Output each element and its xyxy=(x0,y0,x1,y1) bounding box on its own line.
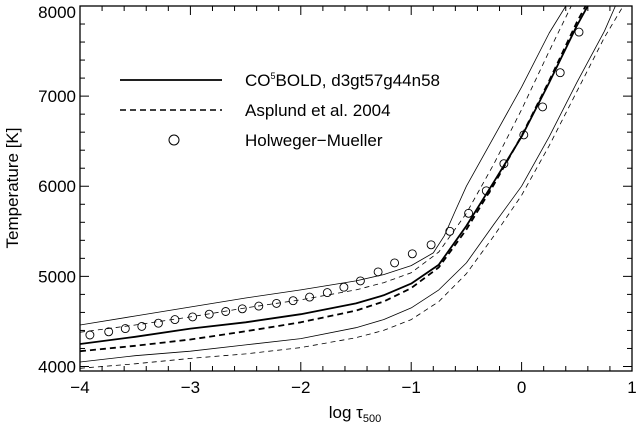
y-axis-title: Temperature [K] xyxy=(3,128,22,249)
data-point xyxy=(322,288,332,298)
x-tick-label: −1 xyxy=(402,378,421,397)
y-tick-label: 8000 xyxy=(38,3,76,22)
x-tick-label: −3 xyxy=(181,378,200,397)
x-tick-label: −4 xyxy=(70,378,89,397)
data-layer xyxy=(80,6,624,369)
series-line-2 xyxy=(80,6,616,363)
data-point xyxy=(373,267,383,277)
x-tick-label: −2 xyxy=(291,378,310,397)
data-point xyxy=(574,27,584,37)
data-point xyxy=(519,130,529,140)
series-line-0 xyxy=(80,6,589,345)
y-tick-label: 7000 xyxy=(38,87,76,106)
data-point xyxy=(538,102,548,112)
data-point xyxy=(390,258,400,268)
data-point xyxy=(445,226,455,236)
series-line-3 xyxy=(80,6,587,353)
data-point xyxy=(272,298,281,308)
y-tick-label: 4000 xyxy=(38,357,76,376)
series-line-5 xyxy=(80,6,624,369)
legend-marker-circle xyxy=(168,134,180,146)
legend: CO5BOLD, d3gt57g44n58 Asplund et al. 200… xyxy=(120,71,440,150)
data-point xyxy=(85,330,95,340)
data-point xyxy=(499,159,509,169)
data-point xyxy=(204,309,214,319)
data-point xyxy=(426,240,436,250)
data-point xyxy=(254,301,264,311)
data-point xyxy=(104,327,114,337)
data-point xyxy=(555,68,565,78)
series-line-1 xyxy=(80,6,567,326)
data-point xyxy=(188,312,198,322)
data-point xyxy=(137,321,147,331)
x-axis-title: log τ500 xyxy=(329,403,381,425)
data-point xyxy=(464,208,474,218)
data-point xyxy=(170,315,180,325)
x-tick-label: 0 xyxy=(517,378,526,397)
legend-label-co5bold: CO5BOLD, d3gt57g44n58 xyxy=(245,71,440,90)
data-point xyxy=(407,249,417,259)
legend-label-asplund: Asplund et al. 2004 xyxy=(245,101,391,120)
x-tick-label: 1 xyxy=(627,378,636,397)
plot-frame xyxy=(79,5,633,372)
data-point xyxy=(120,324,130,334)
data-point xyxy=(288,296,298,306)
data-point xyxy=(305,292,315,302)
data-point xyxy=(481,186,491,196)
ticks-layer: −4 −3 −2 −1 0 1 4000 5000 6000 7000 8000 xyxy=(38,3,636,397)
legend-label-holweger: Holweger−Mueller xyxy=(245,131,383,150)
y-tick-label: 6000 xyxy=(38,177,76,196)
y-tick-label: 5000 xyxy=(38,267,76,286)
data-point xyxy=(237,304,247,314)
data-point xyxy=(355,276,365,286)
series-line-4 xyxy=(80,6,572,333)
data-point xyxy=(153,318,163,328)
data-point xyxy=(221,307,231,316)
data-point xyxy=(339,282,349,292)
